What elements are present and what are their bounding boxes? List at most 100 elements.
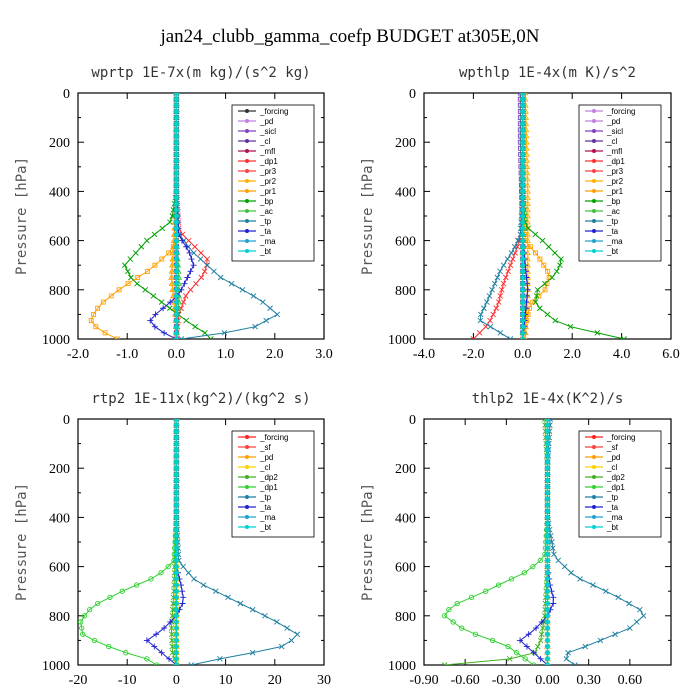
- series-point-dp1: [446, 607, 452, 613]
- legend-marker: [245, 239, 249, 243]
- legend-marker: [592, 455, 596, 459]
- series-point-tp: [627, 625, 633, 631]
- series-point-dp1: [500, 280, 507, 287]
- legend-marker: [592, 475, 596, 479]
- series-point-tp: [551, 551, 557, 558]
- series-point-dp2: [168, 625, 175, 631]
- x-tick-label: -2.0: [67, 347, 89, 362]
- series-point-tp: [489, 286, 495, 293]
- legend-entry: _bt: [259, 523, 272, 532]
- series-point-ta: [147, 317, 154, 324]
- series-point-bp: [121, 262, 128, 269]
- legend-box: [578, 430, 662, 538]
- series-point-tp: [637, 606, 643, 613]
- series-point-tp: [507, 336, 514, 339]
- x-tick-label: -2.0: [462, 347, 484, 362]
- series-point-dp1: [490, 311, 496, 318]
- series-point-tp: [491, 280, 498, 287]
- series-point-dp1: [472, 631, 479, 637]
- series-point-bp: [536, 305, 543, 312]
- series-point-bp: [167, 305, 173, 312]
- legend-marker: [245, 475, 249, 479]
- legend-entry: _dp1: [259, 483, 278, 492]
- legend-entry: _ta: [606, 227, 619, 236]
- series-point-dp1: [165, 563, 171, 570]
- y-tick-label: 400: [49, 185, 70, 200]
- series-point-tp: [504, 256, 511, 262]
- series-point-dp1: [78, 619, 84, 625]
- series-point-dp1: [107, 594, 113, 600]
- series-point-dp1: [531, 662, 537, 665]
- legend-marker: [592, 249, 596, 253]
- series-point-dp1: [158, 570, 164, 576]
- series-point-dp1: [509, 256, 516, 262]
- legend-entry: _cl: [259, 137, 270, 146]
- series-point-pr1: [152, 262, 158, 268]
- series-point-tp: [497, 268, 503, 275]
- series-point-ta: [530, 649, 537, 656]
- series-point-tp: [582, 643, 589, 650]
- series-point-tp: [284, 625, 290, 631]
- legend-entry: _dp2: [259, 473, 278, 482]
- legend-marker: [592, 229, 596, 233]
- panel-3: rtp2 1E-11x(kg^2)/(kg^2 s) Pressure [hPa]…: [14, 391, 331, 688]
- series-point-bp: [202, 330, 208, 336]
- x-tick-label: -20: [69, 673, 88, 688]
- legend-entry: _ta: [259, 503, 272, 512]
- series-point-tp: [561, 563, 568, 570]
- legend-entry: _tp: [606, 217, 619, 226]
- y-tick-label: 400: [395, 185, 416, 200]
- series-point-pr1: [533, 250, 539, 256]
- legend-entry: _sf: [606, 443, 618, 452]
- series-point-bp: [552, 317, 559, 324]
- series-point-pr2: [524, 181, 531, 188]
- y-tick-label: 800: [395, 284, 416, 299]
- legend-marker: [245, 149, 249, 153]
- legend-entry: _forcing: [259, 433, 288, 442]
- series-point-pr1: [530, 299, 536, 305]
- legend-marker: [592, 505, 596, 509]
- series-point-bp: [542, 280, 548, 287]
- legend-entry: _sicl: [259, 127, 276, 136]
- series-point-bp: [532, 231, 539, 238]
- legend-marker: [592, 129, 596, 133]
- legend-entry: _pr2: [259, 177, 277, 186]
- series-point-pr1: [527, 244, 533, 250]
- panel-title: wprtp 1E-7x(m kg)/(s^2 kg): [91, 65, 310, 81]
- series-point-dp1: [521, 570, 527, 576]
- legend-marker: [592, 189, 596, 193]
- legend-marker: [592, 179, 596, 183]
- series-point-dp1: [95, 600, 101, 607]
- series-group: [470, 93, 627, 339]
- series-point-dp2: [169, 612, 176, 619]
- series-point-dp1: [87, 607, 93, 613]
- series-point-tp: [197, 256, 204, 262]
- legend-entry: _tp: [259, 493, 272, 502]
- legend-entry: _ta: [259, 227, 272, 236]
- legend-entry: _bt: [606, 247, 619, 256]
- legend-entry: _dp1: [606, 157, 625, 166]
- x-tick-label: 0.30: [576, 673, 601, 688]
- legend: _forcing_sf_pd_cl_dp2_dp1_tp_ta_ma_bt: [231, 430, 315, 538]
- legend-marker: [245, 169, 249, 173]
- legend-marker: [245, 109, 249, 113]
- series-point-bt: [519, 335, 526, 339]
- series-point-dp2: [169, 606, 176, 613]
- series-point-bp: [549, 274, 555, 281]
- series-point-bp: [138, 243, 145, 250]
- series-line-pr1: [90, 93, 177, 339]
- panel-title: rtp2 1E-11x(kg^2)/(kg^2 s): [91, 391, 310, 407]
- series-point-dp1: [505, 268, 511, 275]
- series-point-tp: [212, 588, 219, 595]
- series-point-tp: [626, 600, 632, 607]
- series-point-tp: [633, 619, 640, 625]
- series-point-ta: [153, 631, 160, 638]
- legend-marker: [245, 465, 249, 469]
- x-tick-label: 0.00: [535, 673, 560, 688]
- series-point-dp1: [503, 274, 509, 281]
- series-point-dp1: [144, 656, 150, 662]
- y-tick-label: 800: [49, 284, 70, 299]
- series-point-tp: [483, 299, 490, 305]
- series-point-dp1: [193, 280, 199, 287]
- series-point-ta: [538, 618, 545, 625]
